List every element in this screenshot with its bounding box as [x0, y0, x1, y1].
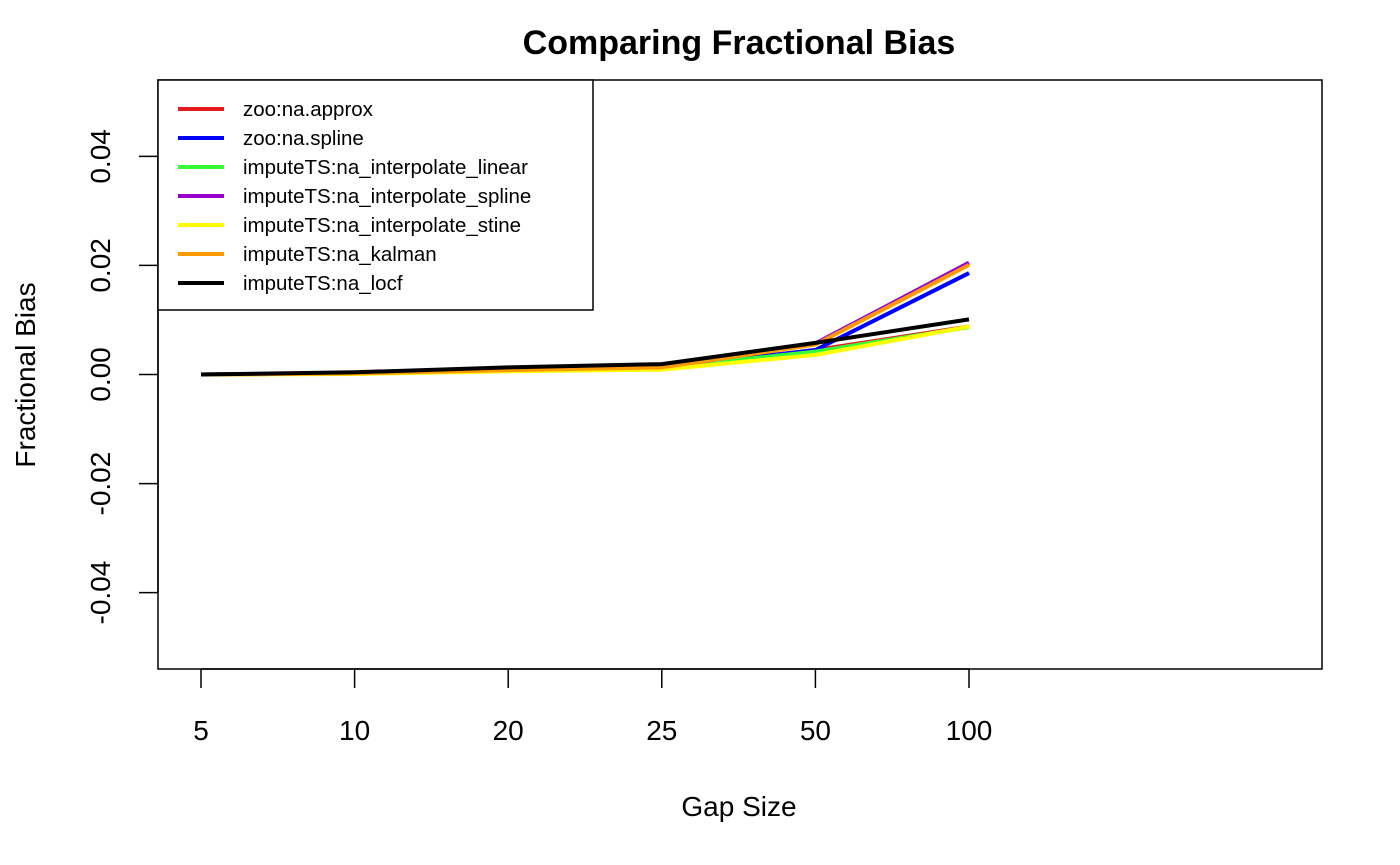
series-layer [200, 260, 970, 377]
x-tick-label: 50 [800, 715, 831, 746]
y-axis-label: Fractional Bias [10, 282, 41, 467]
legend-label: imputeTS:na_interpolate_spline [243, 185, 531, 208]
y-axis: -0.04 -0.02 0.00 0.02 0.04 [85, 129, 159, 625]
legend-label: zoo:na.spline [243, 127, 364, 150]
legend-label: imputeTS:na_kalman [243, 243, 437, 266]
legend-label: imputeTS:na_locf [243, 272, 403, 295]
x-tick-label: 100 [946, 715, 993, 746]
legend-label: imputeTS:na_interpolate_linear [243, 156, 528, 179]
x-tick-label: 25 [646, 715, 677, 746]
y-tick-label: 0.00 [85, 347, 116, 402]
legend: zoo:na.approx zoo:na.spline imputeTS:na_in… [157, 79, 594, 311]
legend-label: imputeTS:na_interpolate_stine [243, 214, 521, 237]
x-tick-label: 10 [339, 715, 370, 746]
x-tick-label: 20 [493, 715, 524, 746]
x-axis: 5 10 20 25 50 100 [193, 668, 993, 746]
series-line-7 [200, 317, 970, 377]
legend-label: zoo:na.approx [243, 98, 374, 121]
chart-title: Comparing Fractional Bias [523, 24, 956, 62]
x-tick-label: 5 [193, 715, 209, 746]
legend-box [157, 79, 594, 311]
y-tick-label: -0.02 [85, 452, 116, 516]
x-axis-label: Gap Size [681, 791, 796, 822]
y-tick-label: -0.04 [85, 561, 116, 625]
y-tick-label: 0.04 [85, 129, 116, 184]
y-tick-label: 0.02 [85, 238, 116, 293]
